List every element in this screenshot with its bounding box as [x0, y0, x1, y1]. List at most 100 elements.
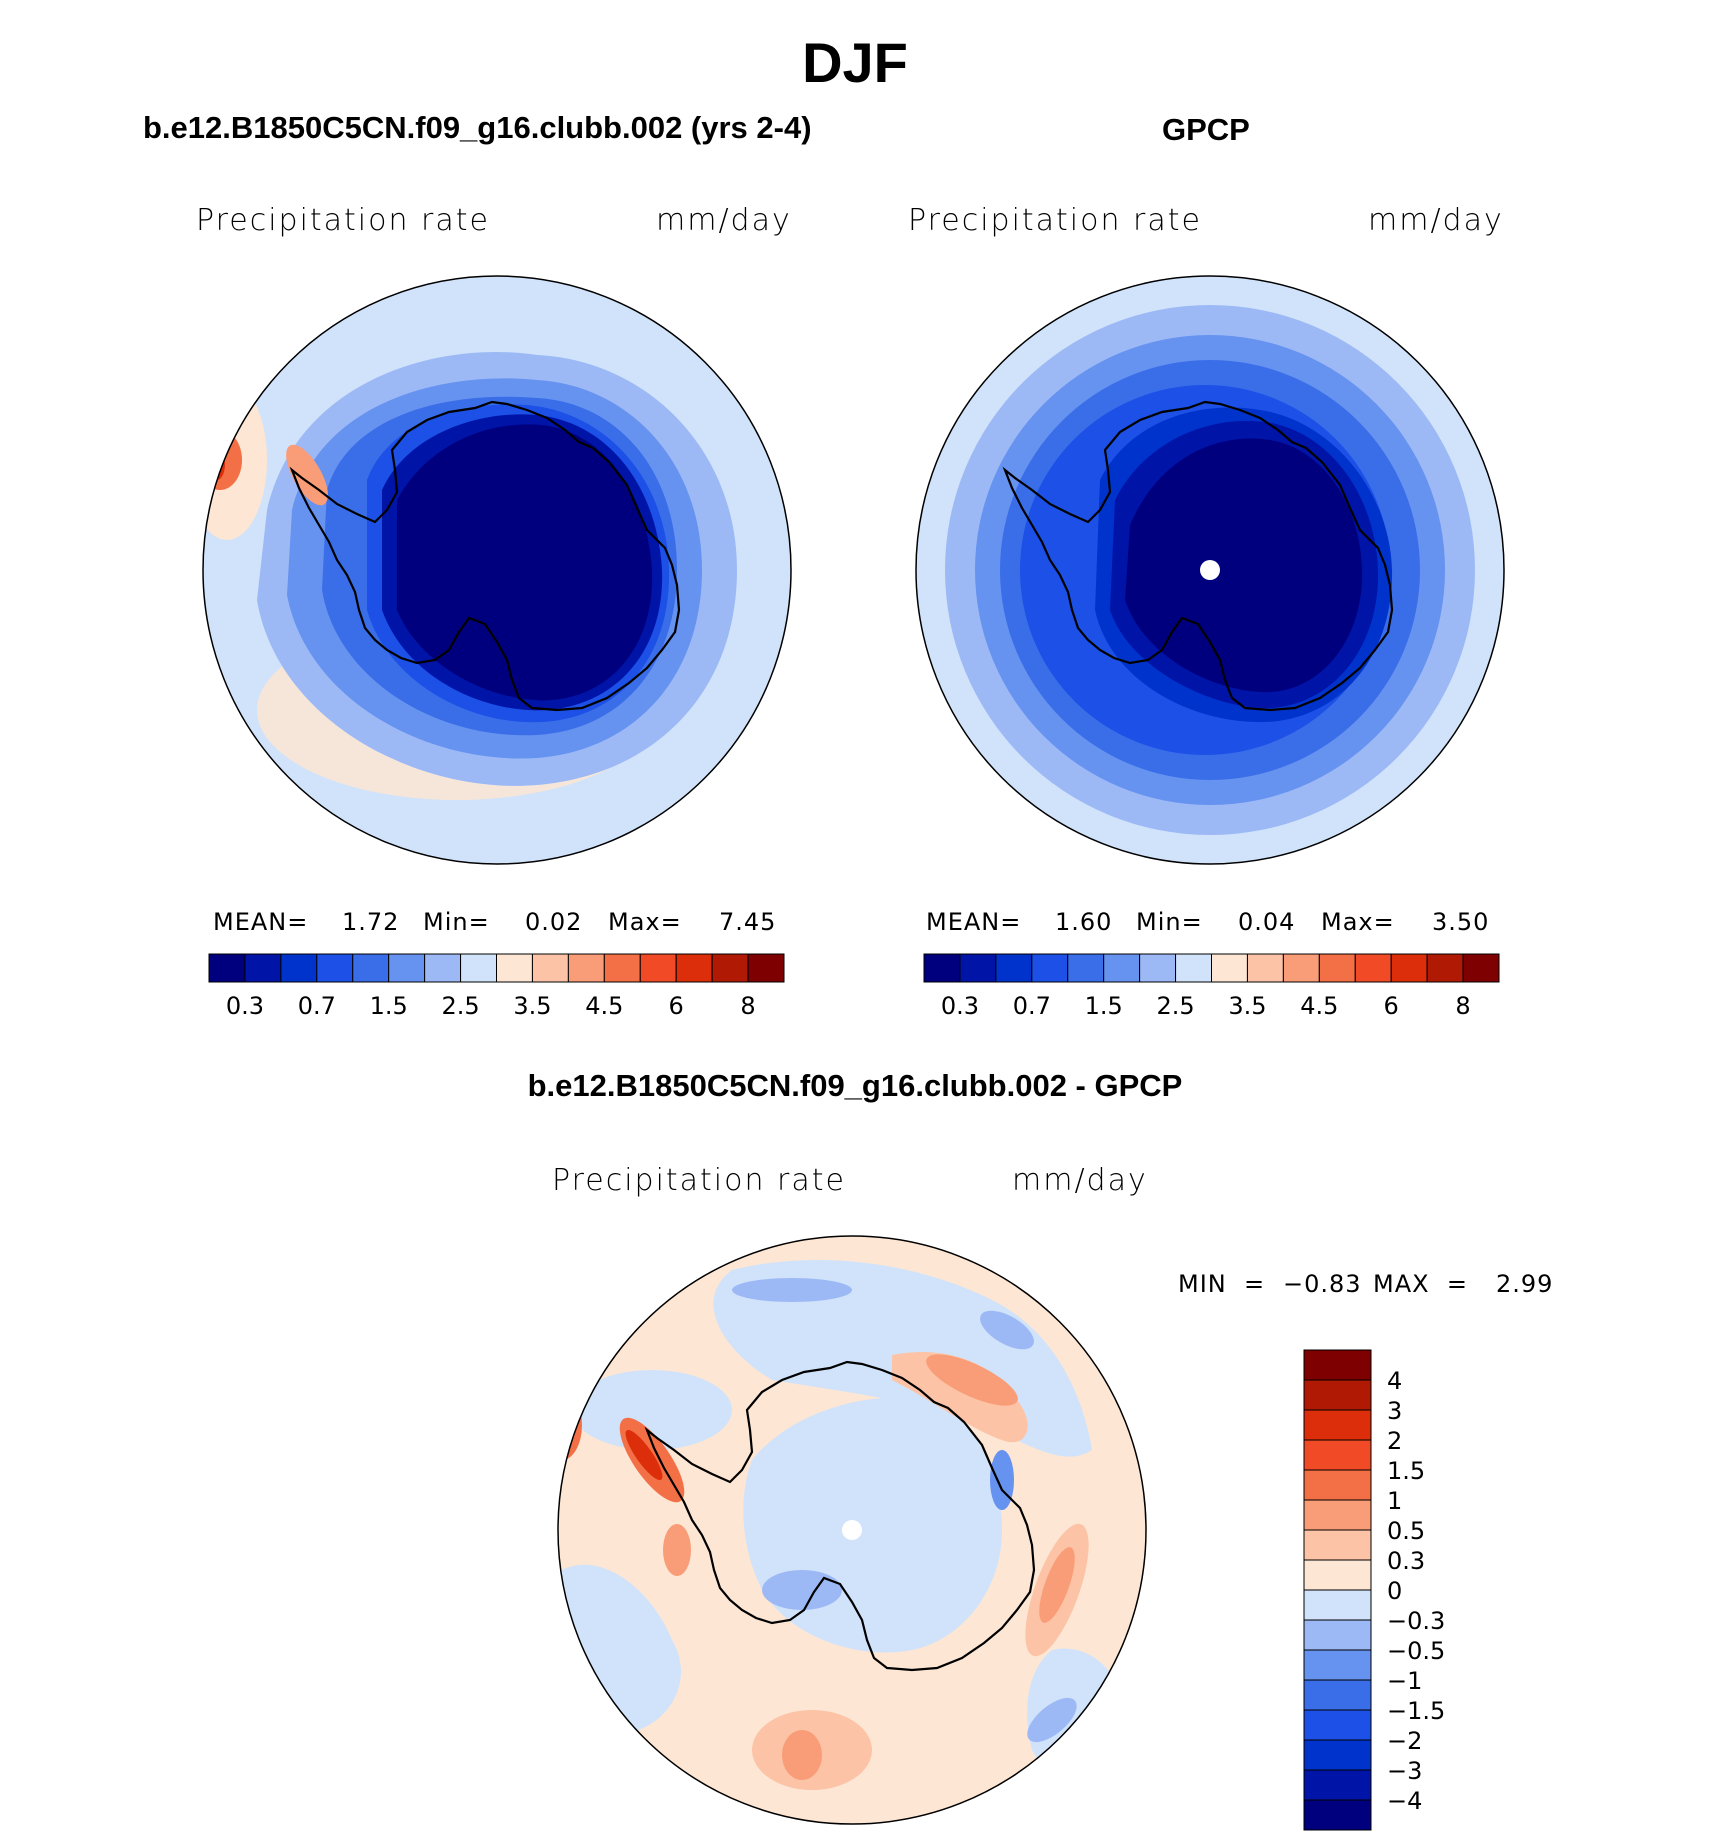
colorbar-difference-swatch: [1303, 1409, 1372, 1441]
panel-2-mean-label: MEAN=: [926, 908, 1022, 936]
colorbar-model-tick-label: 3.5: [513, 992, 551, 1020]
panel-1-max-label: Max=: [608, 908, 682, 936]
panel-2-units: mm/day: [1368, 203, 1504, 238]
colorbar-gpcp-tick-label: 4.5: [1300, 992, 1338, 1020]
colorbar-model-swatch: [208, 953, 246, 983]
colorbar-difference-swatch: [1303, 1679, 1372, 1711]
map-gpcp: [916, 276, 1504, 864]
colorbar-gpcp-swatch: [1426, 953, 1464, 983]
colorbar-model-swatch: [747, 953, 785, 983]
colorbar-difference-tick-label: 1.5: [1387, 1457, 1425, 1485]
colorbar-difference-swatch: [1303, 1619, 1372, 1651]
colorbar-difference-tick-label: −4: [1387, 1787, 1422, 1815]
colorbar-difference-tick-label: 1: [1387, 1487, 1402, 1515]
colorbar-gpcp-swatch: [1175, 953, 1212, 983]
map-difference: [558, 1236, 1146, 1824]
panel-3-min-label: MIN =: [1178, 1270, 1266, 1298]
colorbar-model-swatch: [603, 953, 641, 983]
colorbar-model-swatch: [460, 953, 497, 983]
colorbar-difference-tick-label: 4: [1387, 1367, 1402, 1395]
colorbar-model-swatch: [675, 953, 713, 983]
panel-3-units: mm/day: [1012, 1163, 1148, 1198]
colorbar-model-tick-label: 0.3: [226, 992, 264, 1020]
colorbar-gpcp-swatch: [995, 953, 1033, 983]
colorbar-model-tick-label: 1.5: [370, 992, 408, 1020]
colorbar-difference-tick-label: −1: [1387, 1667, 1422, 1695]
colorbar-difference-tick-label: 0: [1387, 1577, 1402, 1605]
panel-1-mean: 1.72: [342, 908, 400, 936]
panel-1-min: 0.02: [525, 908, 583, 936]
panel-3-title: b.e12.B1850C5CN.f09_g16.clubb.002 - GPCP: [527, 1068, 1183, 1103]
colorbar-difference-swatch: [1303, 1559, 1372, 1591]
colorbar-difference-swatch: [1303, 1799, 1372, 1831]
colorbar-model-swatch: [531, 953, 569, 983]
colorbar-difference-swatch: [1303, 1439, 1372, 1471]
colorbar-model-swatch: [280, 953, 318, 983]
colorbar-difference-tick-label: −1.5: [1387, 1697, 1445, 1725]
panel-1-title: b.e12.B1850C5CN.f09_g16.clubb.002 (yrs 2…: [143, 110, 812, 145]
panel-2-title: GPCP: [1162, 112, 1250, 147]
panel-1-variable: Precipitation rate: [196, 203, 490, 238]
colorbar-model-swatch: [639, 953, 677, 983]
map-difference-border: [557, 1235, 1147, 1825]
colorbar-gpcp-swatch: [1282, 953, 1320, 983]
colorbar-model-tick-label: 2.5: [441, 992, 479, 1020]
colorbar-difference-tick-label: −0.5: [1387, 1637, 1445, 1665]
panel-1-max: 7.45: [719, 908, 777, 936]
colorbar-difference-tick-label: −2: [1387, 1727, 1422, 1755]
colorbar-difference-swatch: [1303, 1349, 1372, 1381]
colorbar-gpcp-swatch: [1390, 953, 1428, 983]
colorbar-model-tick-label: 6: [669, 992, 684, 1020]
colorbar-model-swatch: [388, 953, 426, 983]
colorbar-gpcp-swatch: [1354, 953, 1392, 983]
colorbar-gpcp-swatch: [923, 953, 961, 983]
colorbar-gpcp-tick-label: 0.7: [1013, 992, 1051, 1020]
colorbar-model: 0.3 0.7 1.5 2.5 3.5 4.5 6 8: [208, 953, 785, 1020]
panel-1-min-label: Min=: [423, 908, 490, 936]
colorbar-gpcp-swatch: [1246, 953, 1284, 983]
colorbar-gpcp-tick-label: 3.5: [1228, 992, 1266, 1020]
colorbar-model-swatch: [316, 953, 354, 983]
colorbar-difference-swatch: [1303, 1529, 1372, 1561]
colorbar-gpcp-tick-label: 0.3: [941, 992, 979, 1020]
colorbar-gpcp-swatch: [959, 953, 997, 983]
colorbar-difference-swatch: [1303, 1739, 1372, 1771]
panel-3-max-label: MAX =: [1373, 1270, 1468, 1298]
colorbar-difference-swatch: [1303, 1499, 1372, 1531]
colorbar-difference-swatch: [1303, 1469, 1372, 1501]
colorbar-gpcp-swatch: [1211, 953, 1248, 983]
panel-3-min: −0.83: [1283, 1270, 1362, 1298]
colorbar-gpcp-tick-label: 8: [1455, 992, 1470, 1020]
figure-title: DJF: [802, 31, 908, 94]
colorbar-gpcp-swatch: [1318, 953, 1356, 983]
colorbar-model-swatch: [567, 953, 605, 983]
panel-3-max: 2.99: [1496, 1270, 1554, 1298]
colorbar-difference-tick-label: −0.3: [1387, 1607, 1445, 1635]
colorbar-model-tick-label: 0.7: [298, 992, 336, 1020]
colorbar-gpcp-swatch: [1067, 953, 1105, 983]
panel-2-mean: 1.60: [1055, 908, 1113, 936]
map-model: [203, 276, 791, 864]
colorbar-difference-swatch: [1303, 1709, 1372, 1741]
colorbar-model-swatch: [496, 953, 533, 983]
colorbar-gpcp-swatch: [1462, 953, 1500, 983]
colorbar-difference-swatch: [1303, 1769, 1372, 1801]
colorbar-difference-tick-label: 0.5: [1387, 1517, 1425, 1545]
colorbar-model-swatch: [244, 953, 282, 983]
colorbar-difference-swatch: [1303, 1649, 1372, 1681]
panel-1-mean-label: MEAN=: [213, 908, 309, 936]
panel-2-max: 3.50: [1432, 908, 1490, 936]
colorbar-gpcp-tick-label: 2.5: [1156, 992, 1194, 1020]
colorbar-difference-tick-label: 3: [1387, 1397, 1402, 1425]
colorbar-difference-tick-label: 0.3: [1387, 1547, 1425, 1575]
colorbar-difference-tick-label: 2: [1387, 1427, 1402, 1455]
colorbar-difference-tick-label: −3: [1387, 1757, 1422, 1785]
colorbar-difference-swatch: [1303, 1379, 1372, 1411]
colorbar-gpcp-swatch: [1031, 953, 1069, 983]
colorbar-gpcp: 0.3 0.7 1.5 2.5 3.5 4.5 6 8: [923, 953, 1500, 1020]
panel-2-variable: Precipitation rate: [908, 203, 1202, 238]
panel-2-min: 0.04: [1238, 908, 1296, 936]
panel-2-max-label: Max=: [1321, 908, 1395, 936]
colorbar-model-swatch: [352, 953, 390, 983]
